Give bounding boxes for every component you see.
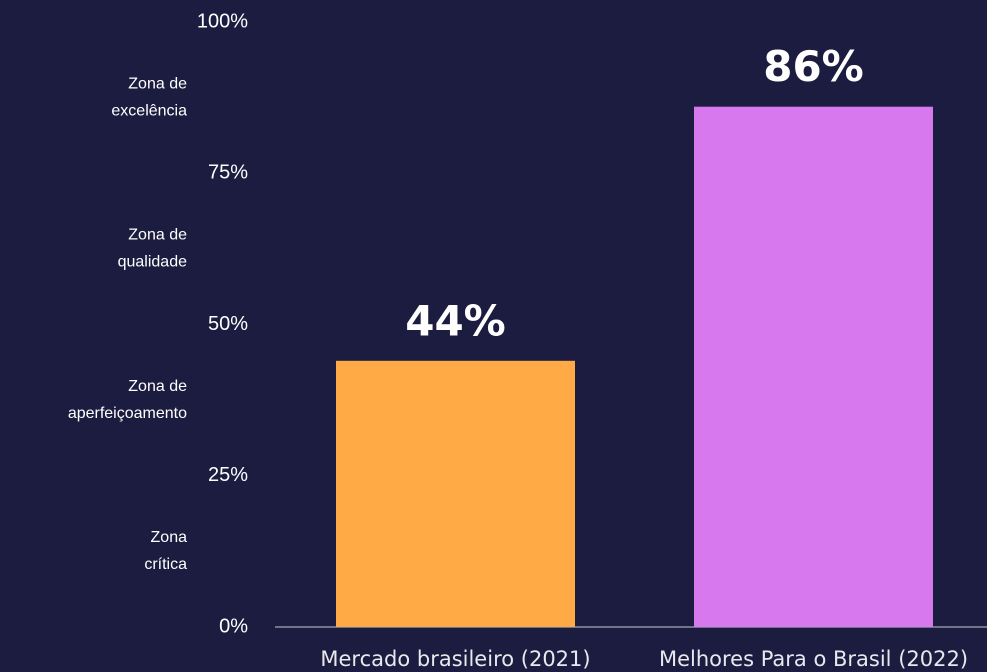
zone-label: Zona de: [128, 227, 187, 244]
zone-label: Zona de: [128, 378, 187, 395]
value-label: 44%: [405, 296, 506, 345]
zone-label: qualidade: [118, 254, 188, 271]
x-tick-label: Melhores Para o Brasil (2022): [659, 647, 968, 671]
zone-label: crítica: [144, 556, 187, 573]
y-tick-label: 100%: [197, 10, 248, 32]
bar: [694, 106, 933, 627]
bar: [336, 360, 575, 627]
x-tick-label: Mercado brasileiro (2021): [320, 647, 590, 671]
zone-label: excelência: [111, 102, 187, 119]
zone-label: Zona: [151, 529, 188, 546]
y-tick-label: 50%: [208, 313, 248, 335]
zone-label: aperfeiçoamento: [68, 405, 187, 422]
zone-label: Zona de: [128, 75, 187, 92]
value-label: 86%: [763, 42, 864, 91]
y-tick-label: 75%: [208, 162, 248, 184]
y-tick-label: 25%: [208, 464, 248, 486]
y-tick-label: 0%: [219, 615, 248, 637]
